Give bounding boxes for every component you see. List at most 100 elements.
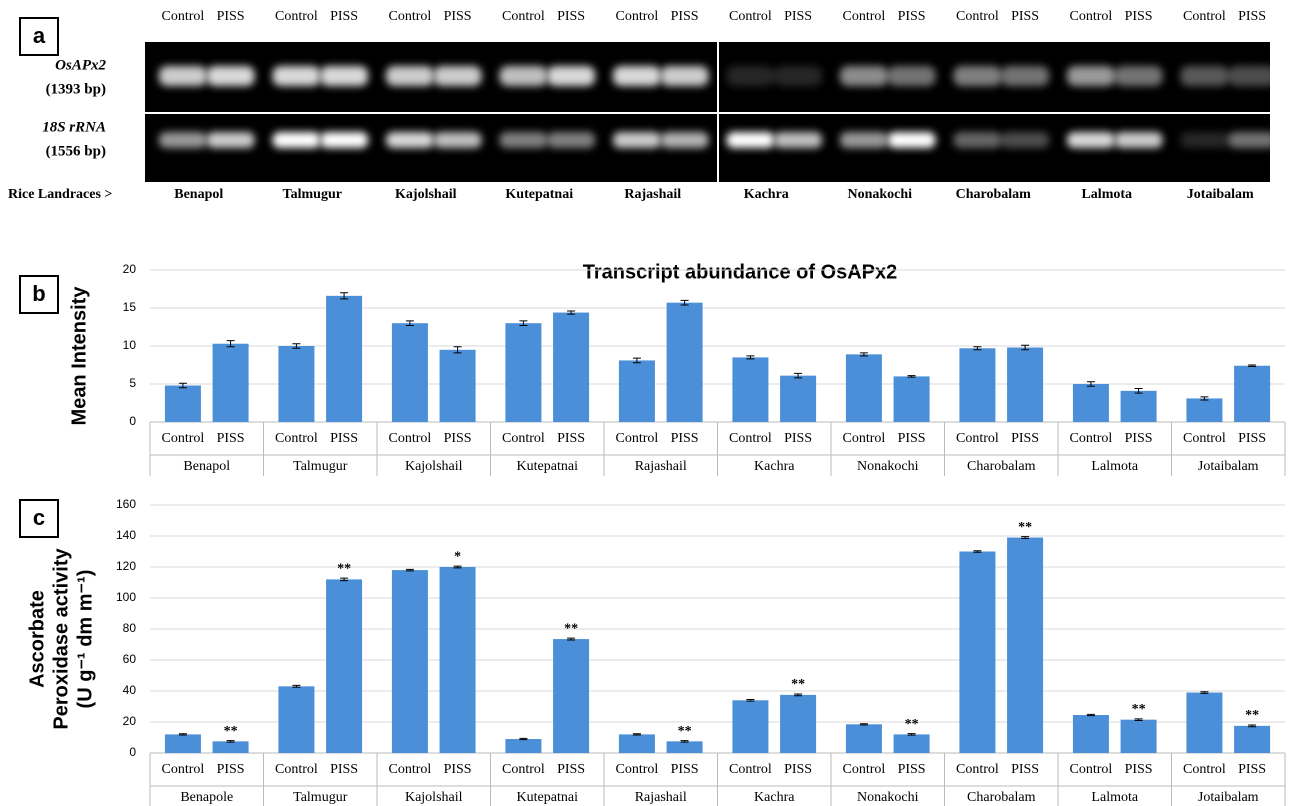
x-tick-label: Control — [956, 762, 999, 777]
y-tick-label: 0 — [129, 414, 136, 428]
landrace: Kachra — [744, 187, 789, 202]
significance: ** — [905, 717, 919, 732]
landrace: Talmugur — [283, 187, 342, 202]
lane-header: Control — [1183, 9, 1226, 24]
lane-header: PISS — [1011, 9, 1039, 24]
bar — [391, 570, 428, 753]
error-bar — [405, 320, 414, 326]
gene-size: (1393 bp) — [46, 81, 106, 97]
landrace: Kutepatnai — [505, 187, 573, 202]
row-label: Rice Landraces > — [8, 187, 112, 202]
bar — [893, 376, 930, 422]
x-tick-label: Control — [162, 762, 205, 777]
x-tick-label: PISS — [898, 431, 926, 446]
error-bar — [340, 577, 349, 582]
bar — [553, 639, 590, 753]
lane-header: Control — [616, 9, 659, 24]
group-label: Rajashail — [635, 459, 687, 474]
bar — [278, 346, 315, 422]
gel-band — [1114, 66, 1163, 86]
significance: ** — [678, 724, 692, 739]
lane-header: PISS — [898, 9, 926, 24]
significance: ** — [791, 677, 805, 692]
error-bar — [567, 310, 576, 315]
group-label: Talmugur — [293, 790, 348, 805]
bar — [845, 354, 882, 422]
y-tick-label: 15 — [123, 300, 137, 314]
x-tick-label: PISS — [557, 762, 585, 777]
x-tick-label: PISS — [1125, 431, 1153, 446]
gel-band — [158, 66, 207, 86]
bar — [618, 734, 655, 753]
gel-band — [206, 132, 255, 148]
significance: ** — [1245, 708, 1259, 723]
gel-band — [953, 132, 1002, 148]
y-tick-label: 20 — [123, 262, 137, 276]
x-tick-label: Control — [502, 431, 545, 446]
gel-band — [547, 132, 596, 148]
error-bar — [226, 340, 235, 348]
error-bar — [1248, 724, 1257, 728]
gel-band — [839, 132, 888, 148]
group-label: Talmugur — [293, 459, 348, 474]
x-tick-label: PISS — [330, 431, 358, 446]
bar — [893, 734, 930, 753]
x-tick-label: PISS — [898, 762, 926, 777]
error-bar — [453, 565, 462, 569]
y-tick-label: 20 — [123, 714, 137, 728]
gel-band — [433, 132, 482, 148]
bar — [959, 348, 996, 422]
error-bar — [1086, 713, 1095, 717]
significance: * — [454, 549, 461, 564]
bar — [553, 312, 590, 422]
chart-title: Transcript abundance of OsAPx2 — [583, 261, 898, 283]
bar — [1072, 715, 1109, 753]
gene-name: 18S rRNA — [42, 119, 106, 135]
error-bar — [794, 693, 803, 697]
gel-band — [206, 66, 255, 86]
error-bar — [1021, 536, 1030, 539]
error-bar — [1086, 381, 1095, 387]
gel-band — [547, 66, 596, 86]
error-bar — [1134, 718, 1143, 721]
x-tick-label: Control — [1070, 431, 1113, 446]
bar — [1007, 537, 1044, 753]
gene-name: OsAPx2 — [55, 57, 106, 73]
gel-band — [1001, 66, 1050, 86]
x-tick-label: Control — [843, 431, 886, 446]
bar — [732, 700, 769, 753]
gel-band — [1001, 132, 1050, 148]
bar — [1007, 347, 1044, 422]
bar — [1186, 692, 1223, 753]
bar — [1120, 390, 1157, 422]
landrace: Benapol — [174, 187, 223, 202]
y-axis-label: Peroxidase activity — [50, 548, 72, 730]
landrace: Lalmota — [1081, 187, 1132, 202]
error-bar — [1021, 344, 1030, 351]
x-tick-label: Control — [1070, 762, 1113, 777]
bar — [505, 739, 542, 753]
bar — [505, 323, 542, 422]
y-tick-label: 5 — [129, 376, 136, 390]
gene-size: (1556 bp) — [46, 143, 106, 159]
bar — [1234, 725, 1271, 753]
error-bar — [680, 299, 689, 306]
bar — [164, 385, 201, 422]
x-tick-label: Control — [729, 431, 772, 446]
x-tick-label: PISS — [784, 762, 812, 777]
group-label: Benapole — [180, 790, 233, 805]
gel-band — [320, 66, 369, 86]
gel-band — [953, 66, 1002, 86]
x-tick-label: PISS — [1238, 762, 1266, 777]
group-label: Jotaibalam — [1198, 790, 1259, 805]
error-bar — [746, 355, 755, 360]
gel-band — [1114, 132, 1163, 148]
x-tick-label: Control — [275, 762, 318, 777]
gel-band — [1066, 66, 1115, 86]
error-bar — [680, 740, 689, 743]
x-tick-label: Control — [1183, 431, 1226, 446]
x-tick-label: PISS — [217, 762, 245, 777]
gel-band — [612, 66, 661, 86]
lane-header: PISS — [671, 9, 699, 24]
y-tick-label: 40 — [123, 683, 137, 697]
